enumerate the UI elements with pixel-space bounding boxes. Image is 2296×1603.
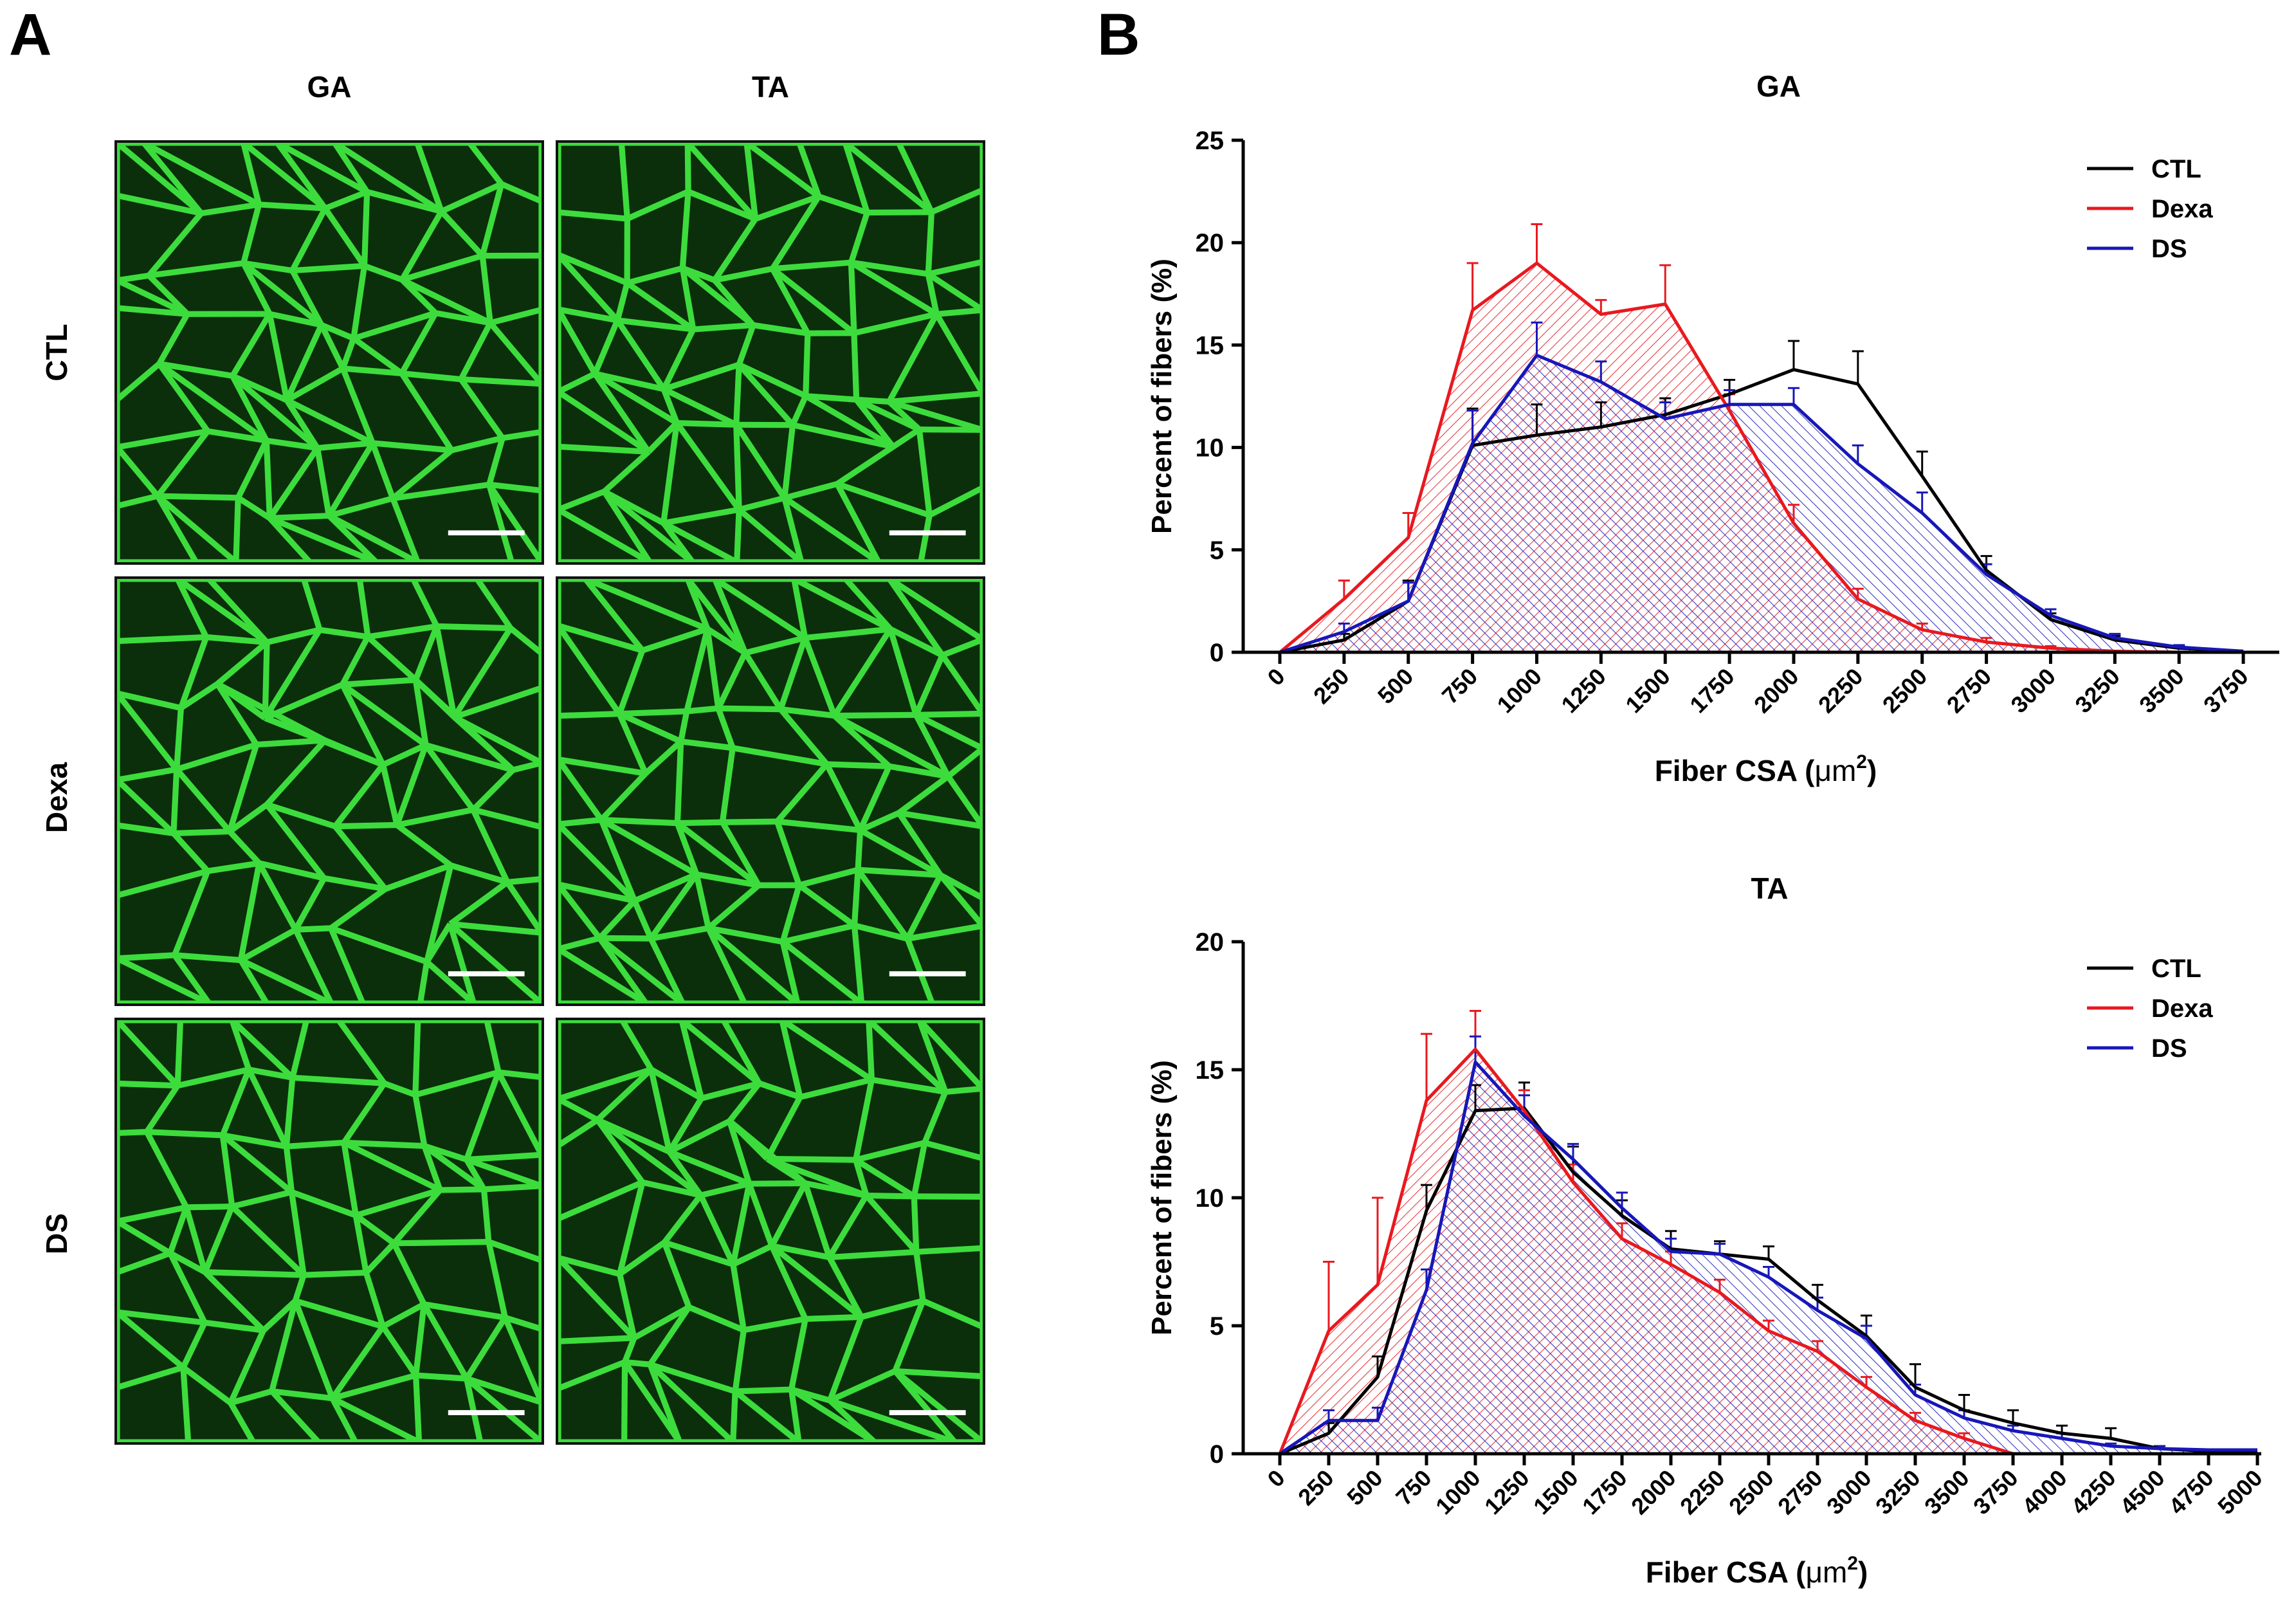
column-label-ga: GA [307,70,352,104]
y-tick-label: 5 [1210,1312,1224,1341]
panel-a-letter: A [9,2,52,68]
micrograph-ta-dexa [556,576,985,1006]
x-tick-label: 1500 [1528,1465,1583,1520]
area-ds [1280,355,2244,652]
error-bars-dexa [1338,223,2057,648]
y-axis-label: Percent of fibers (%) [1146,1060,1178,1335]
axes [1232,940,2261,1465]
x-tick-label: 3250 [1870,1465,1926,1520]
x-tick-label: 4750 [2164,1465,2219,1520]
legend: CTL Dexa DS [2087,955,2213,1063]
y-tick-label: 25 [1196,127,1225,155]
x-tick-label: 4250 [2066,1465,2121,1520]
x-tick-label: 2500 [1877,663,1933,719]
x-tick-label: 250 [1308,663,1354,709]
y-tick-label: 20 [1196,928,1225,957]
x-tick-label: 2500 [1724,1465,1779,1520]
series-line-ctl [1279,1106,2257,1456]
x-axis-label: Fiber CSA (μm2) [1655,751,1877,787]
x-tick-label: 3250 [2070,663,2125,719]
legend-label-ds: DS [2151,235,2187,263]
x-tick-label: 2750 [1772,1465,1828,1520]
micrograph-ga-ds [114,1018,544,1445]
y-tick-label: 15 [1196,1056,1225,1085]
x-tick-label: 2000 [1626,1465,1681,1520]
x-tick-label: 2000 [1749,663,1804,719]
x-tick-label: 0 [1262,1465,1290,1492]
error-bars-ds [1338,321,2185,648]
x-tick-label: 2250 [1813,663,1868,719]
y-tick-label: 5 [1210,536,1224,565]
micrograph-ta-ds [556,1018,985,1445]
series-line-ds [1279,353,2244,654]
legend-label-dexa: Dexa [2151,994,2213,1023]
x-tick-label: 3750 [2198,663,2254,719]
y-tick-label: 20 [1196,229,1225,257]
y-tick-label: 15 [1196,331,1225,360]
x-tick-label: 3000 [2005,663,2061,719]
x-tick-label: 2250 [1675,1465,1730,1520]
legend: CTL Dexa DS [2087,155,2213,263]
chart-title: TA [1751,872,1789,905]
x-tick-label: 250 [1293,1465,1338,1510]
x-tick-label: 2750 [1942,663,1997,719]
y-axis-label: Percent of fibers (%) [1146,259,1178,534]
legend-label-ds: DS [2151,1034,2187,1063]
x-tick-label: 0 [1262,663,1290,691]
y-tick-label: 0 [1210,1440,1224,1469]
x-tick-label: 5000 [2212,1465,2268,1520]
x-tick-label: 500 [1372,663,1418,709]
x-tick-label: 750 [1390,1465,1436,1510]
micrograph-ta-ctl [556,140,985,565]
x-tick-label: 4000 [2017,1465,2072,1520]
x-tick-label: 1750 [1684,663,1740,719]
x-tick-label: 3500 [2134,663,2189,719]
y-tick-label: 10 [1196,434,1225,463]
x-tick-label: 1000 [1430,1465,1486,1520]
x-tick-label: 750 [1437,663,1482,709]
x-tick-label: 3500 [1919,1465,1974,1520]
y-tick-label: 0 [1210,639,1224,667]
x-tick-label: 1500 [1620,663,1675,719]
axes [1232,138,2279,664]
legend-label-ctl: CTL [2151,155,2201,183]
chart-title: GA [1756,69,1801,103]
x-tick-label: 500 [1342,1465,1387,1510]
area-ds [1280,1062,2257,1454]
x-tick-label: 1000 [1492,663,1547,719]
x-axis-label: Fiber CSA (μm2) [1646,1553,1868,1589]
x-tick-label: 3750 [1968,1465,2023,1520]
panel-b-letter: B [1097,2,1140,68]
column-label-ta: TA [752,70,789,104]
micrograph-ga-ctl [114,140,544,565]
series-line-ds [1279,1060,2257,1456]
x-tick-label: 3000 [1821,1465,1877,1520]
x-tick-label: 1250 [1556,663,1611,719]
series-line-dexa [1279,261,2244,654]
legend-label-ctl: CTL [2151,955,2201,983]
micrograph-ga-dexa [114,576,544,1006]
legend-label-dexa: Dexa [2151,195,2213,223]
y-tick-label: 10 [1196,1184,1225,1213]
x-tick-label: 1750 [1577,1465,1632,1520]
x-tick-label: 4500 [2115,1465,2170,1520]
x-tick-label: 1250 [1479,1465,1535,1520]
error-bars-dexa [1323,1009,1970,1439]
